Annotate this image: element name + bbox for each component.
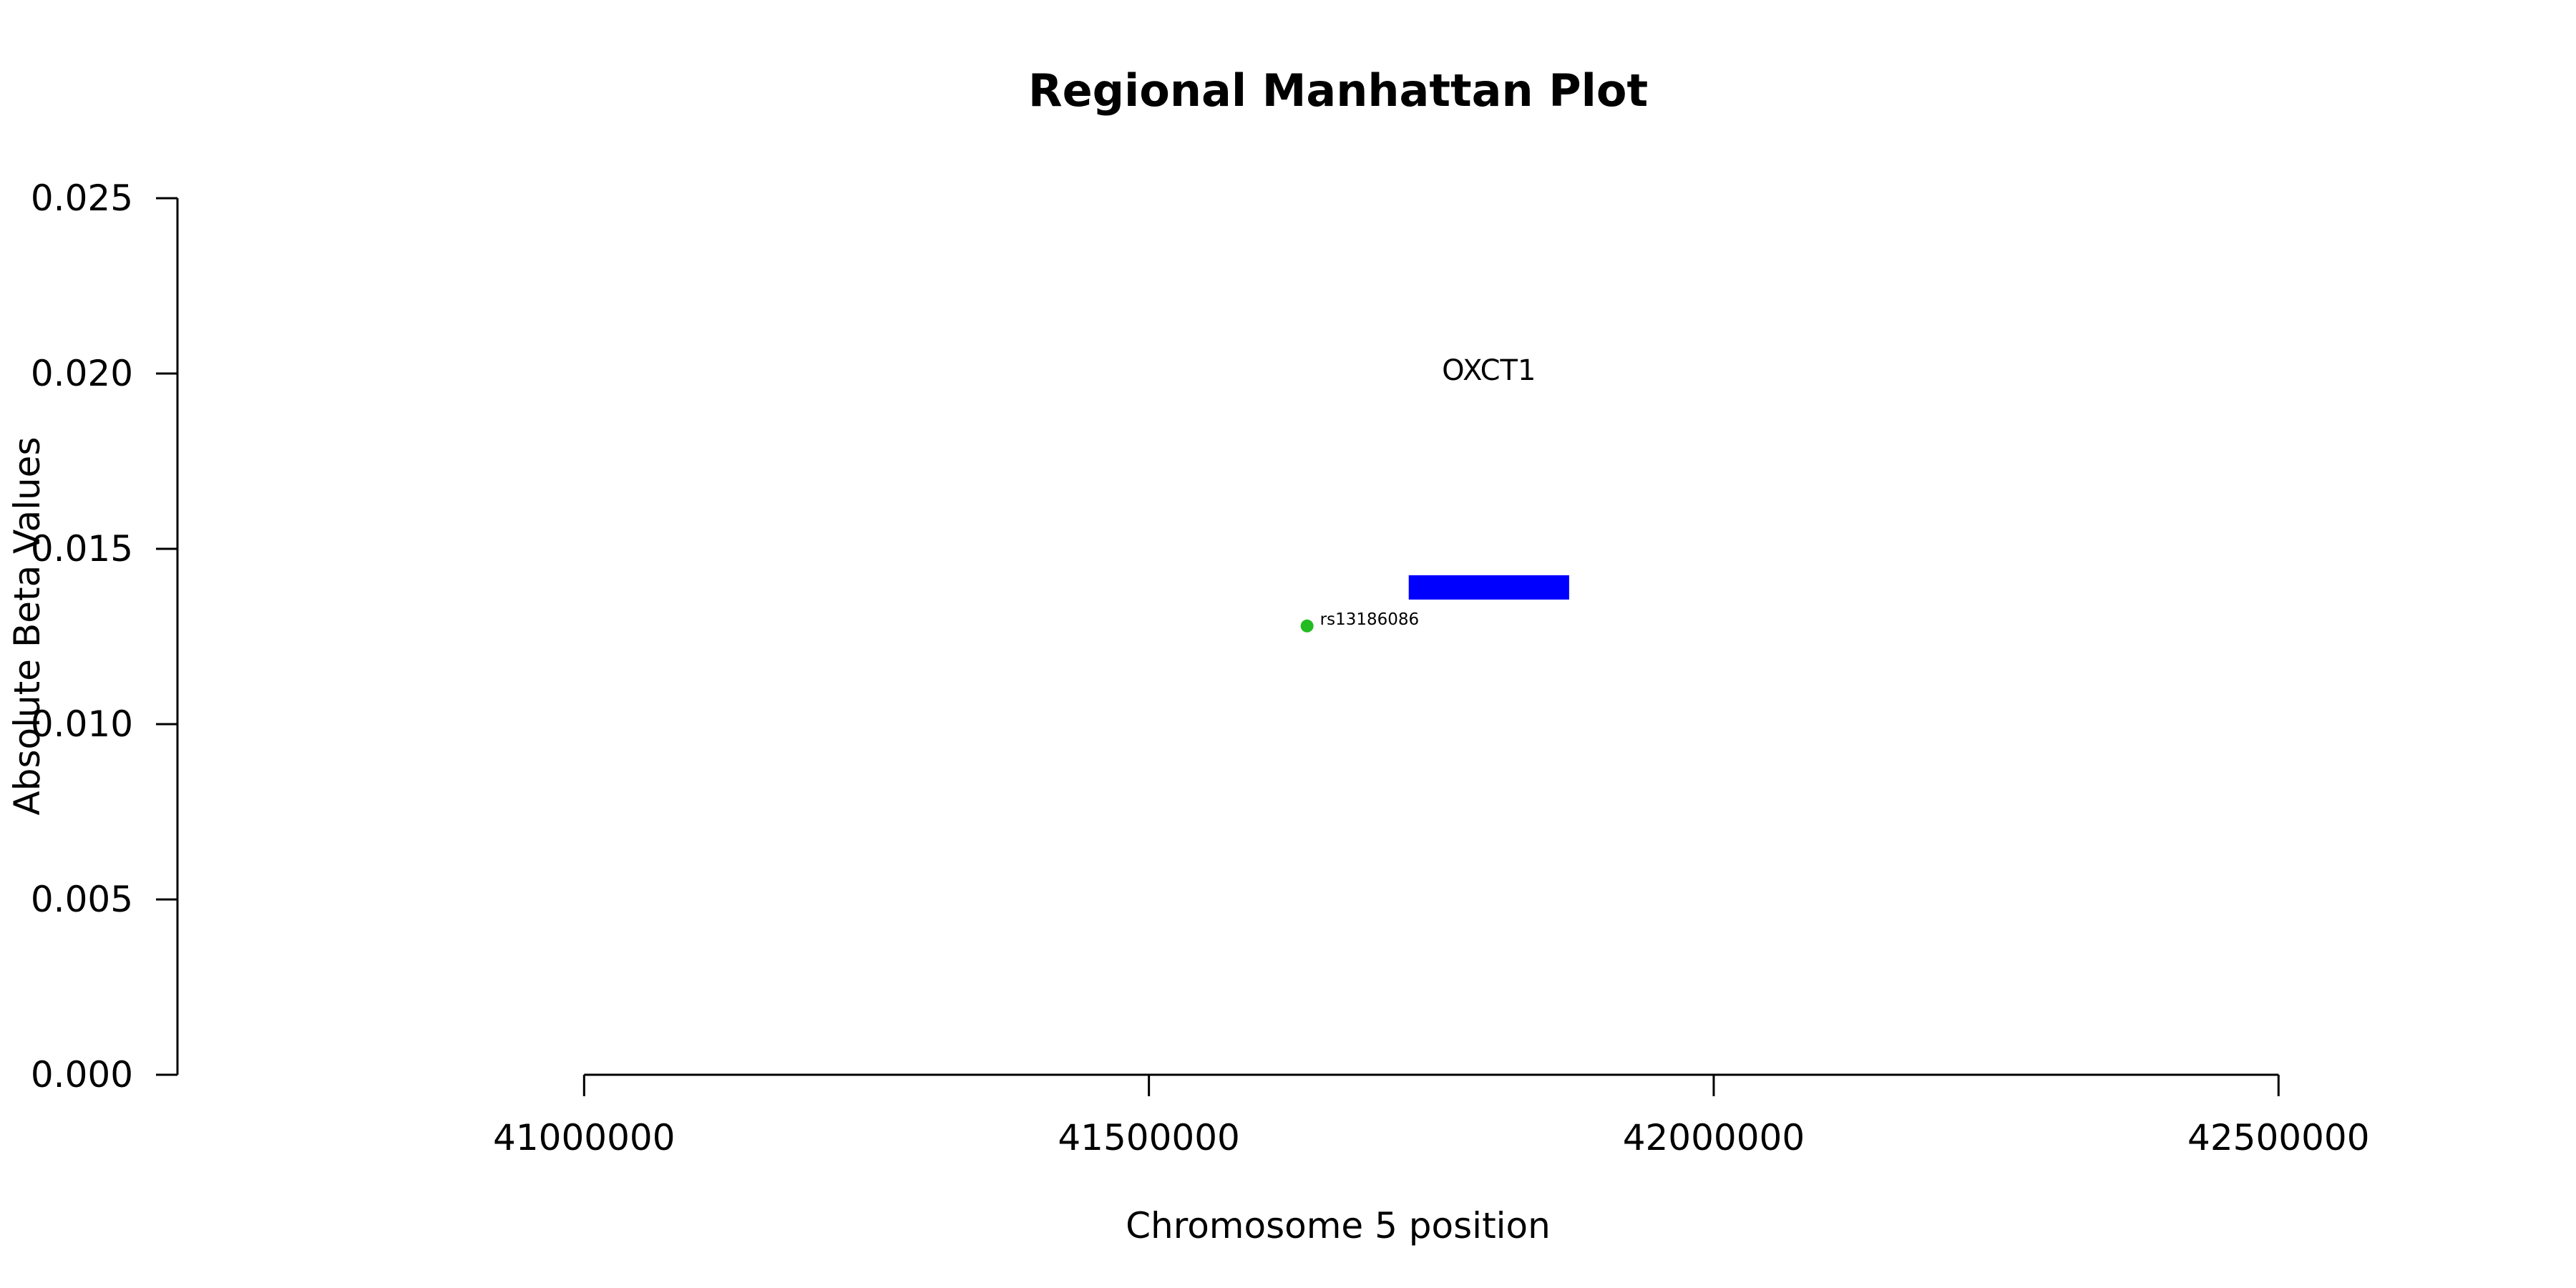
x-axis-label: Chromosome 5 position [1126,1205,1551,1246]
x-axis-ticks: 41000000 41500000 42000000 42500000 [493,1075,2370,1158]
y-tick-label: 0.020 [31,353,133,394]
gene-label: OXCT1 [1442,354,1536,387]
y-tick-label: 0.015 [31,528,133,570]
x-tick-label: 41000000 [493,1117,675,1158]
snp-label: rs13186086 [1320,610,1420,629]
y-tick-label: 0.010 [31,703,133,745]
gene-track: OXCT1 [1408,354,1569,600]
y-axis-ticks: 0.000 0.005 0.010 0.015 0.020 0.025 [31,177,177,1096]
x-tick-label: 42000000 [1623,1117,1805,1158]
y-tick-label: 0.000 [31,1054,133,1096]
x-tick-label: 42500000 [2187,1117,2370,1158]
y-axis-label: Absolute Beta Values [6,437,48,816]
x-tick-label: 41500000 [1058,1117,1240,1158]
snp-points: rs13186086 [1300,610,1420,633]
y-tick-label: 0.005 [31,879,133,920]
y-tick-label: 0.025 [31,177,133,219]
gene-bar-oxct1 [1408,575,1569,600]
snp-point [1300,619,1314,633]
chart-title: Regional Manhattan Plot [1028,64,1648,117]
